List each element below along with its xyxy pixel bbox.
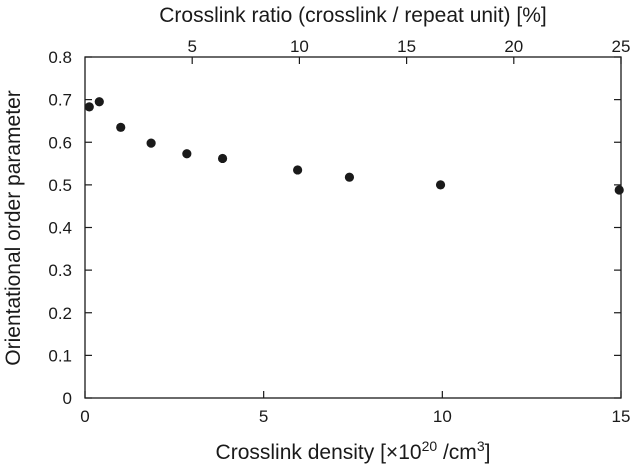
x-axis-title-exponent: 20 (422, 438, 438, 454)
plot-frame (84, 56, 622, 399)
x-tick-label: 15 (612, 407, 631, 426)
x2-axis-title: Crosslink ratio (crosslink / repeat unit… (159, 4, 546, 27)
x-axis-top: 5 10 15 20 25 (187, 37, 630, 64)
y-tick-label: 0.6 (48, 133, 72, 152)
x-axis-title-exponent: 3 (477, 438, 485, 454)
x2-tick-label: 25 (612, 37, 631, 56)
data-point (435, 180, 446, 190)
y-tick-label: 0.2 (48, 304, 72, 323)
y-tick-label: 0.4 (48, 219, 72, 238)
x-tick-label: 0 (80, 407, 89, 426)
y-tick-label: 0 (63, 389, 72, 408)
data-point (182, 149, 192, 159)
data-point (293, 165, 303, 175)
y-axis-title: Orientational order parameter (2, 90, 25, 365)
y-tick-label: 0.7 (48, 91, 72, 110)
x2-tick-label: 10 (290, 37, 309, 56)
x-axis-title: Crosslink density [×1020 /cm3] (216, 438, 491, 464)
x-axis-bottom: 0 5 10 15 (80, 391, 630, 426)
data-point (116, 122, 126, 132)
y-tick-label: 0.1 (48, 346, 72, 365)
x2-tick-label: 20 (504, 37, 523, 56)
y-axis: 0 0.1 0.2 0.3 0.4 0.5 0.6 0.7 0.8 (48, 48, 621, 408)
y-tick-label: 0.5 (48, 176, 72, 195)
x2-tick-label: 15 (397, 37, 416, 56)
data-point (94, 97, 104, 107)
y-tick-label: 0.8 (48, 48, 72, 67)
x-tick-label: 10 (433, 407, 452, 426)
data-point (84, 102, 94, 112)
data-point (146, 138, 156, 148)
data-point (217, 153, 228, 164)
y-tick-label: 0.3 (48, 261, 72, 280)
data-points (84, 97, 624, 195)
x2-tick-label: 5 (187, 37, 196, 56)
x-tick-label: 5 (259, 407, 268, 426)
data-point (614, 185, 624, 195)
data-point (344, 172, 355, 182)
